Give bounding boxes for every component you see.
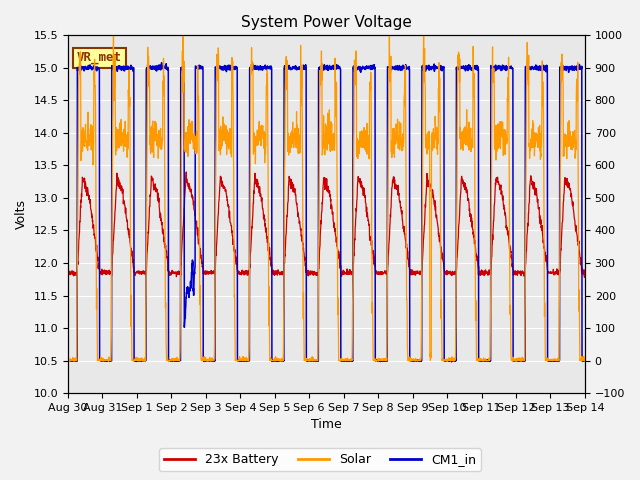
Legend: 23x Battery, Solar, CM1_in: 23x Battery, Solar, CM1_in [159, 448, 481, 471]
Y-axis label: Volts: Volts [15, 199, 28, 229]
Title: System Power Voltage: System Power Voltage [241, 15, 412, 30]
X-axis label: Time: Time [311, 419, 342, 432]
Text: VR_met: VR_met [77, 51, 122, 64]
